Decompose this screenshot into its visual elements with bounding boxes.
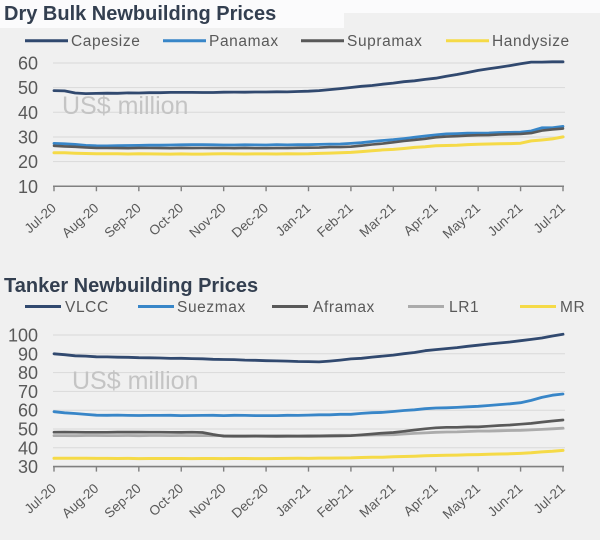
svg-text:100: 100 — [8, 326, 38, 346]
svg-text:MR: MR — [560, 299, 585, 316]
svg-text:LR1: LR1 — [449, 299, 479, 316]
svg-text:50: 50 — [18, 78, 38, 98]
svg-text:Handysize: Handysize — [492, 33, 570, 50]
svg-text:20: 20 — [18, 152, 38, 172]
svg-text:80: 80 — [18, 363, 38, 383]
svg-text:60: 60 — [18, 401, 38, 421]
svg-text:30: 30 — [18, 127, 38, 147]
svg-text:Panamax: Panamax — [209, 33, 279, 50]
svg-text:90: 90 — [18, 344, 38, 364]
svg-text:40: 40 — [18, 438, 38, 458]
svg-text:40: 40 — [18, 103, 38, 123]
svg-text:Supramax: Supramax — [347, 33, 422, 50]
svg-text:50: 50 — [18, 420, 38, 440]
svg-text:Dry Bulk Newbuilding Prices: Dry Bulk Newbuilding Prices — [4, 3, 276, 25]
svg-text:Tanker Newbuilding Prices: Tanker Newbuilding Prices — [4, 275, 258, 297]
svg-text:Suezmax: Suezmax — [177, 299, 246, 316]
svg-text:Aframax: Aframax — [313, 299, 375, 316]
svg-text:10: 10 — [18, 177, 38, 197]
svg-text:US$ million: US$ million — [72, 367, 198, 395]
svg-text:Capesize: Capesize — [71, 33, 140, 50]
svg-text:60: 60 — [18, 54, 38, 74]
svg-text:VLCC: VLCC — [65, 299, 109, 316]
svg-text:30: 30 — [18, 457, 38, 477]
svg-text:70: 70 — [18, 382, 38, 402]
svg-text:US$ million: US$ million — [62, 92, 188, 120]
